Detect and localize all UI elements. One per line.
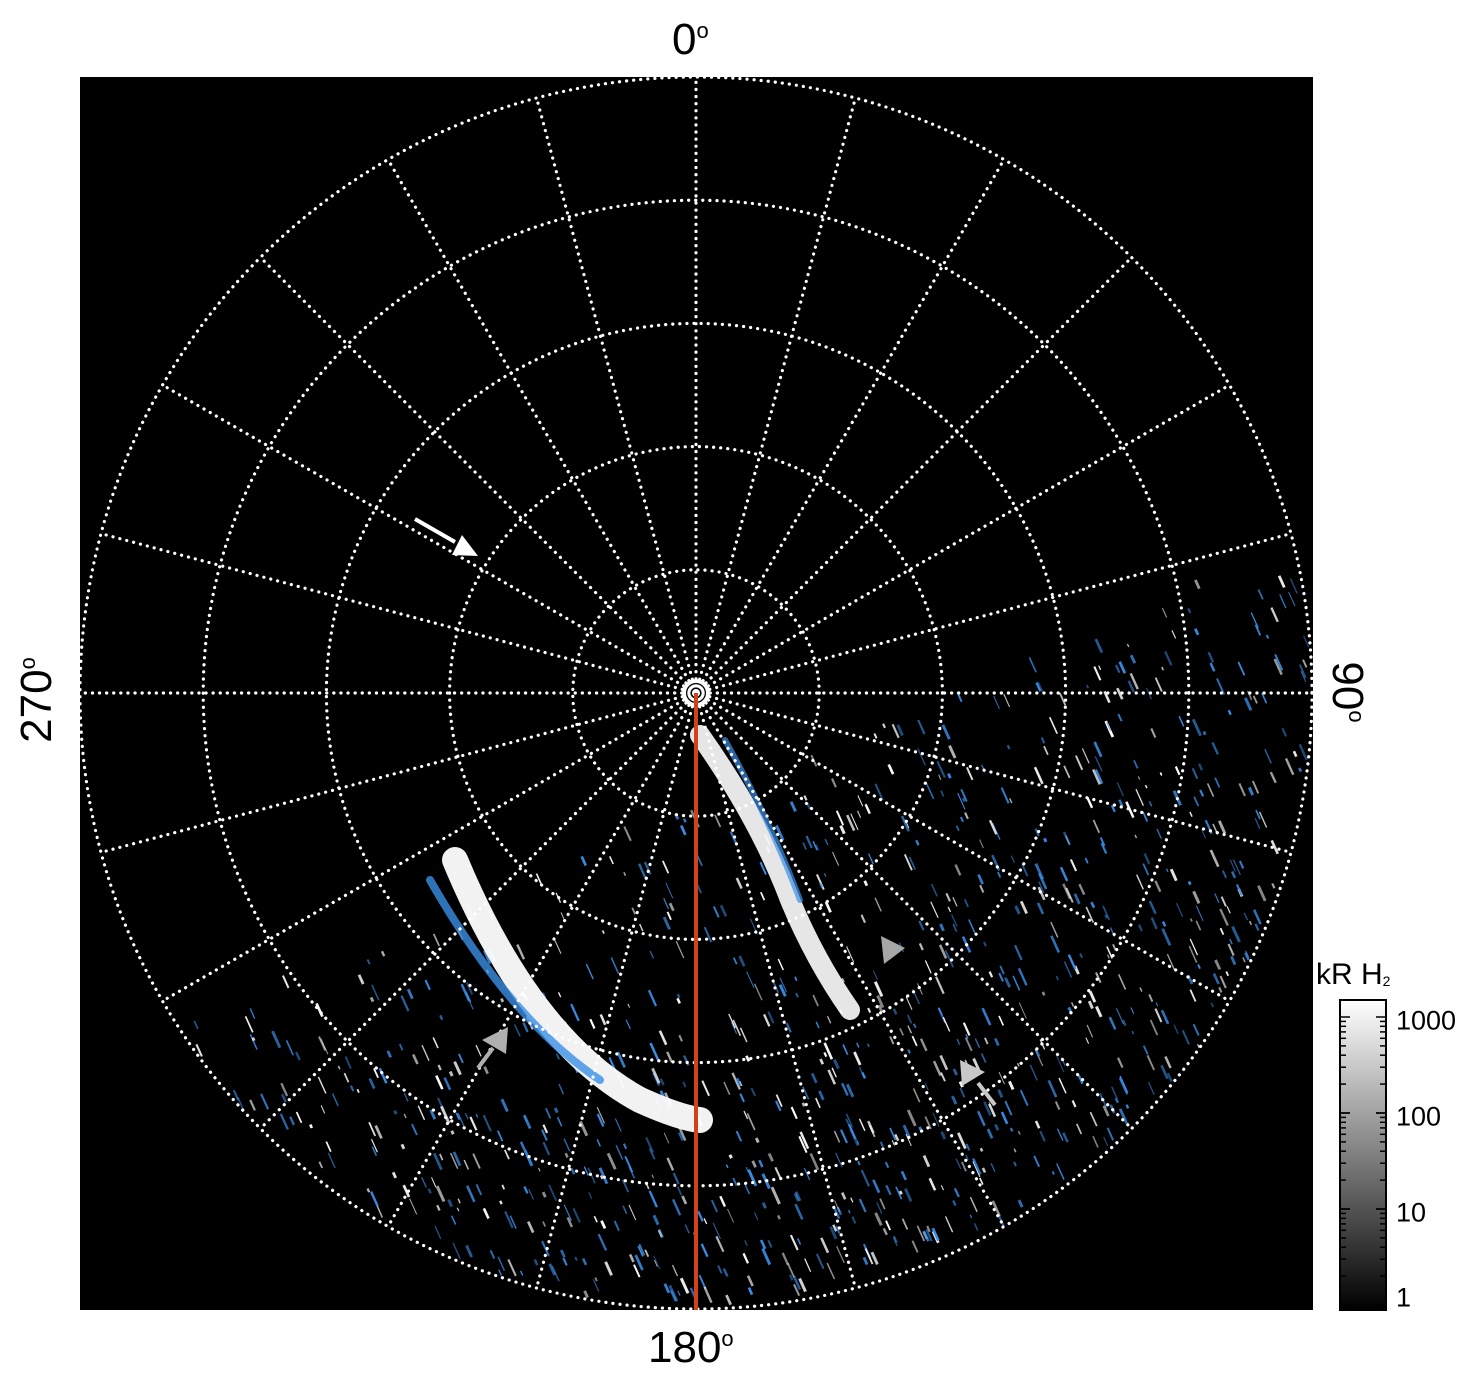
emission-speckle [193, 575, 1310, 1306]
main-auroral-oval [426, 725, 860, 1133]
colorbar-tick-label: 1 [1396, 1282, 1412, 1313]
colorbar-tick-label: 1000 [1396, 1005, 1457, 1036]
colorbar-minor-ticks [1340, 1016, 1386, 1306]
latitude-circle [78, 75, 1314, 1311]
colorbar-gradient [1339, 999, 1387, 1311]
colorbar-title: kR H2 [1316, 958, 1391, 991]
longitude-label-270: 270o [12, 657, 61, 743]
arrow-upper-left [414, 517, 478, 556]
colorbar-tick-label: 100 [1396, 1101, 1442, 1132]
colorbar-tick-label: 10 [1396, 1197, 1427, 1228]
arrow-lower-right [960, 1060, 997, 1107]
annotation-arrows [414, 517, 997, 1107]
colorbar [1339, 999, 1387, 1311]
latitude-circle [448, 445, 944, 941]
latitude-circle [571, 568, 821, 818]
longitude-label-180: 180o [648, 1323, 734, 1372]
arrow-lower-left [476, 1027, 508, 1070]
longitude-label-90: 90o [1323, 661, 1372, 723]
longitude-label-0: 0o [672, 15, 709, 64]
arrow-center-right [881, 936, 905, 964]
auroral-emission [193, 575, 1310, 1306]
